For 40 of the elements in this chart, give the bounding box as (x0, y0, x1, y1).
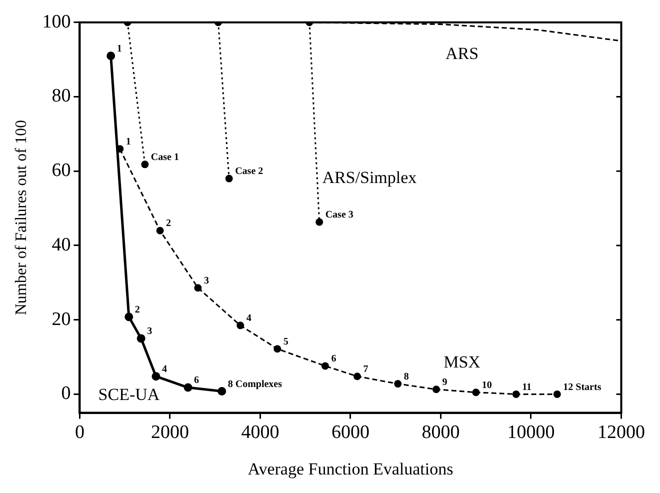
annotation: Case 1 (150, 152, 179, 164)
y-tick-label: 60 (52, 160, 71, 182)
annotation: 1 (126, 136, 131, 148)
y-tick-label: 80 (52, 86, 71, 107)
annotation: 8 Complexes (228, 378, 282, 390)
annotation: 4 (246, 313, 252, 324)
annotation: 2 (166, 218, 172, 230)
annotation: 1 (116, 43, 122, 54)
annotation: 8 (404, 371, 409, 382)
annotation: 3 (204, 275, 209, 286)
x-axis-title: Average Function Evaluations (248, 459, 454, 478)
x-tick-label: 12000 (598, 422, 645, 444)
annotation: 3 (147, 326, 152, 338)
annotation: 7 (363, 364, 368, 375)
x-tick-label: 4000 (241, 422, 280, 444)
x-tick-label: 8000 (422, 422, 460, 444)
annotation: 5 (283, 336, 288, 348)
y-tick-label: 40 (52, 234, 71, 256)
annotation: Case 3 (325, 210, 354, 221)
annotation: 9 (442, 376, 448, 388)
x-tick-label: 6000 (331, 422, 370, 444)
annotation: 4 (162, 364, 167, 375)
annotation: Case 2 (235, 166, 264, 178)
y-axis-title: Number of Failures out of 100 (12, 120, 30, 316)
x-tick-label: 0 (74, 422, 84, 444)
annotation: 6 (194, 375, 200, 386)
x-tick-label: 10000 (507, 422, 555, 444)
series-label: ARS (445, 44, 479, 63)
y-tick-label: 100 (42, 11, 71, 32)
x-tick-label: 2000 (150, 422, 189, 444)
annotation: 12 Starts (563, 382, 602, 393)
series-label: SCE-UA (98, 385, 160, 404)
series-label: MSX (444, 352, 480, 372)
annotation: 11 (522, 382, 532, 393)
annotation: 10 (482, 380, 492, 391)
y-tick-label: 20 (52, 308, 71, 330)
annotation: 2 (134, 304, 140, 316)
y-tick-label: 0 (61, 383, 71, 404)
annotation: 6 (331, 354, 336, 365)
series-label: ARS/Simplex (322, 168, 418, 188)
